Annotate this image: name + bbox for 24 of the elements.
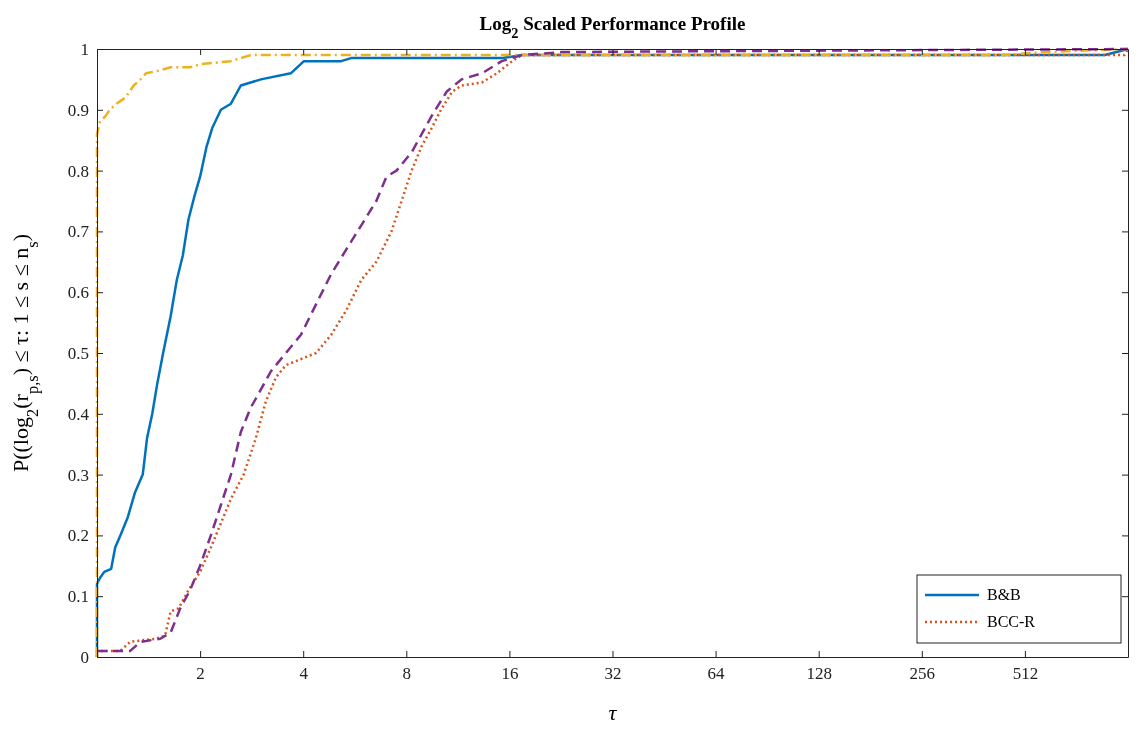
y-tick-label: 0.2: [67, 526, 89, 546]
x-tick-label: 4: [299, 664, 309, 684]
legend-label: B&B: [987, 586, 1021, 603]
y-tick-label: 0.5: [67, 343, 89, 363]
x-tick-label: 256: [909, 664, 936, 684]
x-tick-label: 32: [604, 664, 622, 684]
y-tick-label: 0.3: [67, 465, 89, 485]
y-tick-label: 0.7: [67, 222, 90, 242]
y-tick-label: 0: [80, 647, 89, 667]
x-tick-label: 16: [501, 664, 519, 684]
y-tick-label: 0.1: [67, 587, 89, 607]
x-tick-label: 128: [806, 664, 832, 684]
y-tick-label: 1: [80, 39, 89, 59]
y-tick-label: 0.4: [67, 404, 90, 424]
chart-title: Log$_{2}$ Scaled Performance Profile: [479, 13, 746, 41]
x-tick-label: 64: [707, 664, 726, 684]
x-tick-label: 8: [402, 664, 412, 684]
y-tick-label: 0.6: [67, 283, 89, 303]
x-tick-label: 2: [196, 664, 205, 684]
y-tick-label: 0.9: [67, 100, 89, 120]
x-tick-label: 512: [1012, 664, 1039, 684]
legend-label: BCC-R: [987, 613, 1036, 630]
y-tick-label: 0.8: [67, 161, 89, 181]
x-axis-title: τ: [608, 700, 618, 725]
